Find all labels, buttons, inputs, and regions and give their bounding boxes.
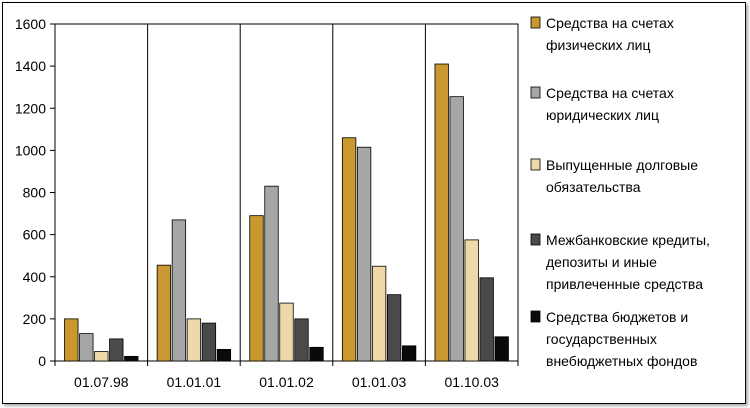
bar: [464, 239, 479, 362]
bar: [171, 219, 187, 362]
legend-label: депозиты и иные: [546, 254, 657, 270]
bar: [249, 215, 264, 362]
bar: [94, 351, 109, 362]
y-tick-label: 600: [23, 227, 47, 243]
bar: [186, 318, 202, 362]
y-tick-label: 1400: [15, 58, 46, 74]
bar: [494, 336, 509, 362]
bar: [356, 146, 372, 362]
legend-swatch: [530, 16, 541, 29]
x-tick-label: 01.10.03: [444, 374, 499, 390]
bar: [109, 338, 124, 362]
bar: [201, 322, 217, 362]
legend-label: Средства на счетах: [546, 15, 674, 31]
bar: [124, 355, 139, 362]
x-tick-label: 01.01.01: [167, 374, 222, 390]
bar: [294, 318, 309, 362]
bar: [434, 63, 449, 362]
legend-swatch: [530, 310, 541, 323]
x-tick-label: 01.07.98: [74, 374, 129, 390]
bar: [341, 137, 357, 362]
legend-label: внебюджетных фондов: [546, 353, 697, 369]
y-tick-label: 1200: [15, 100, 46, 116]
bar: [479, 277, 494, 362]
y-tick-label: 800: [23, 185, 47, 201]
legend-label: Выпущенные долговые: [546, 157, 698, 173]
bar: [279, 302, 294, 362]
bar: [309, 346, 324, 362]
legend-label: Средства бюджетов и: [546, 309, 688, 325]
x-tick-label: 01.01.03: [352, 374, 407, 390]
legend-label: обязательства: [546, 179, 641, 195]
legend-label: Межбанковские кредиты,: [546, 232, 710, 248]
legend-label: Средства на счетах: [546, 85, 674, 101]
x-tick-label: 01.01.02: [259, 374, 314, 390]
y-tick-label: 1600: [15, 16, 46, 32]
bar: [216, 349, 232, 362]
legend-label: физических лиц: [546, 37, 651, 53]
y-tick-label: 0: [38, 353, 46, 369]
bar: [79, 333, 94, 362]
legend-label: привлеченные средства: [546, 276, 703, 292]
bar: [264, 185, 279, 362]
bar: [371, 265, 387, 362]
bar: [64, 318, 79, 362]
y-tick-label: 1000: [15, 142, 46, 158]
bar: [449, 96, 464, 362]
bar: [156, 264, 172, 362]
y-tick-label: 200: [23, 311, 47, 327]
legend-label: государственных: [546, 331, 657, 347]
legend-swatch: [530, 233, 541, 246]
y-tick-label: 400: [23, 269, 47, 285]
bar: [386, 294, 402, 362]
legend-swatch: [530, 158, 541, 171]
bar: [401, 345, 417, 362]
legend-label: юридических лиц: [546, 107, 659, 123]
legend-swatch: [530, 86, 541, 99]
